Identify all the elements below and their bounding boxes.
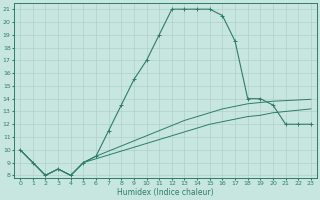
- X-axis label: Humidex (Indice chaleur): Humidex (Indice chaleur): [117, 188, 214, 197]
